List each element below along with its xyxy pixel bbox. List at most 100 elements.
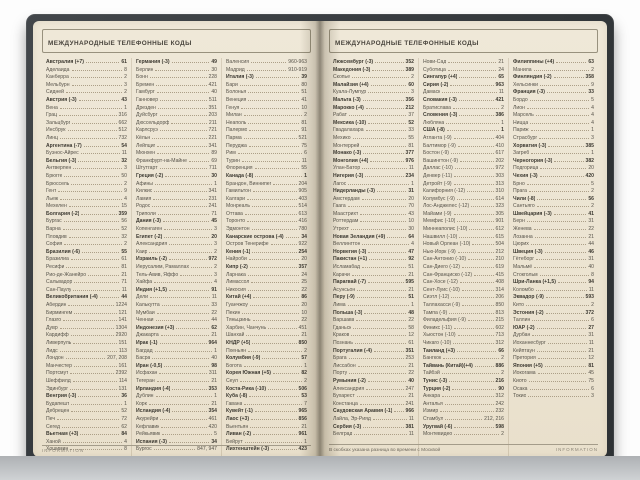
city-row: Богота 1 xyxy=(226,363,307,371)
place-name: Лихтенштейн (-3) xyxy=(226,446,270,453)
dot-leader xyxy=(154,191,207,193)
country-row: Лаос (+3) 856 xyxy=(226,416,307,424)
phone-code: 351 xyxy=(405,347,415,354)
dot-leader xyxy=(157,107,207,109)
dot-leader xyxy=(373,350,404,352)
place-name: Турин xyxy=(226,157,240,164)
phone-code: 615 xyxy=(495,233,505,240)
city-row: Гвадалахара 33 xyxy=(333,127,414,135)
dot-leader xyxy=(360,213,407,215)
phone-code: 34 xyxy=(211,438,217,445)
phone-code: 82 xyxy=(301,370,307,377)
phone-code: 64 xyxy=(408,233,414,240)
city-row: Дебрецен 52 xyxy=(46,408,127,416)
dot-leader xyxy=(365,107,404,109)
place-name: Портсмут xyxy=(46,370,69,377)
place-name: Сеул xyxy=(226,377,238,384)
phone-code: 721 xyxy=(208,127,218,134)
phone-code: 33 xyxy=(211,302,217,308)
dot-leader xyxy=(83,145,120,147)
city-row: Рио-де-Жанейро 21 xyxy=(46,272,127,280)
dot-leader xyxy=(363,426,404,428)
dot-leader xyxy=(444,403,494,405)
place-name: Атланта (-9) xyxy=(423,134,452,141)
country-row: Коста-Рика (-10) 506 xyxy=(226,386,307,394)
city-row: Лозанна 21 xyxy=(513,234,594,242)
country-row: Австрия (-3) 43 xyxy=(46,97,127,105)
codes-column: Валенсия 960-963 Мадрид 910-919 Италия (-3) 3… xyxy=(221,58,311,459)
place-name: Сальвадор xyxy=(46,279,73,286)
place-name: Бельгия (-3) xyxy=(46,157,77,164)
place-name: Ницца xyxy=(513,119,529,126)
city-row: Бургас 56 xyxy=(46,218,127,226)
phone-code: 3 xyxy=(411,89,414,96)
dot-leader xyxy=(78,99,120,101)
page-header: МЕЖДУНАРОДНЫЕ ТЕЛЕФОННЫЕ КОДЫ xyxy=(329,29,598,53)
dot-leader xyxy=(456,350,497,352)
phone-code: 40 xyxy=(211,355,217,362)
phone-code: 202 xyxy=(495,157,505,164)
place-name: Суботица xyxy=(423,66,446,73)
city-row: Валенсия 960-963 xyxy=(226,59,307,67)
dot-leader xyxy=(153,198,207,200)
country-row: Китай (+4) 86 xyxy=(226,294,307,302)
dot-leader xyxy=(351,335,407,337)
city-row: Даллас (-10) 972 xyxy=(423,165,504,173)
place-name: Париж xyxy=(513,127,529,134)
city-row: Стокгольм 8 xyxy=(513,272,594,280)
dot-leader xyxy=(78,160,120,162)
place-name: Женева xyxy=(513,226,532,233)
phone-code: 44 xyxy=(211,317,217,324)
dot-leader xyxy=(356,297,407,299)
place-name: Сан-Антонио (-10) xyxy=(423,256,467,263)
place-name: Мюнхен xyxy=(136,150,156,157)
city-row: Александрия 247 xyxy=(333,386,414,394)
dot-leader xyxy=(451,297,494,299)
place-name: Нови-Сад xyxy=(423,59,447,65)
dot-leader xyxy=(165,175,210,177)
place-name: Швеция (-3) xyxy=(513,248,543,255)
place-name: Сиэтл (-12) xyxy=(423,294,450,301)
dot-leader xyxy=(70,77,123,79)
page-title: МЕЖДУНАРОДНЫЕ ТЕЛЕФОННЫЕ КОДЫ xyxy=(48,40,192,47)
city-row: Манила 2 xyxy=(513,67,594,75)
phone-code: 27 xyxy=(588,324,594,331)
city-row: Веллингтон 4 xyxy=(333,241,414,249)
place-name: Пекин xyxy=(226,309,241,316)
dot-leader xyxy=(453,342,494,344)
dot-leader xyxy=(530,244,587,246)
dot-leader xyxy=(252,206,297,208)
city-row: Бургос 847, 947 xyxy=(136,446,217,454)
dot-leader xyxy=(526,107,590,109)
phone-code: 37 xyxy=(408,112,414,119)
place-name: Иерусалим, Рамаллах xyxy=(136,264,190,271)
city-row: Ливерпуль 151 xyxy=(46,340,127,348)
dot-leader xyxy=(468,259,494,261)
place-name: Мельбурн xyxy=(46,81,70,88)
place-name: Дрезден xyxy=(136,104,156,111)
dot-leader xyxy=(171,62,210,63)
phone-code: 11 xyxy=(121,286,127,293)
phone-code: 20 xyxy=(301,302,307,308)
dot-leader xyxy=(247,274,300,276)
city-row: Килкис 341 xyxy=(136,188,217,196)
city-row: Мемфис (-10) 901 xyxy=(423,218,504,226)
phone-code: 1 xyxy=(214,347,217,354)
city-row: Ламия 231 xyxy=(136,196,217,204)
dot-leader xyxy=(160,418,207,420)
dot-leader xyxy=(361,198,407,200)
city-row: Инсбрук 512 xyxy=(46,127,127,135)
dot-leader xyxy=(452,388,497,390)
place-name: Кефлавик xyxy=(136,423,160,430)
phone-code: 2 xyxy=(124,89,127,96)
city-row: Хьюстон (-10) 713 xyxy=(423,332,504,340)
place-name: Греция (-2) xyxy=(136,172,164,179)
phone-code: 6 xyxy=(591,317,594,324)
city-row: Абердин 1224 xyxy=(46,302,127,310)
country-row: Кипр (-2) 357 xyxy=(226,264,307,272)
city-row: Осака 6 xyxy=(513,386,594,394)
phone-code: 253 xyxy=(405,355,415,362)
place-name: Кардифф xyxy=(46,332,69,339)
place-name: Италия (-3) xyxy=(226,74,254,81)
phone-code: 49 xyxy=(211,59,217,65)
